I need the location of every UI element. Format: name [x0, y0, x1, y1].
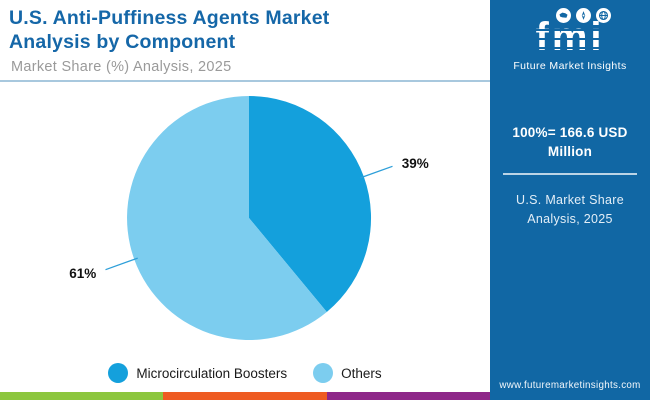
pie-chart-svg: 39% 61% [69, 96, 429, 340]
fmi-logo: fmi Future Market Insights [490, 0, 650, 72]
logo-stripe [533, 37, 607, 40]
pie-value-label-0: 39% [402, 156, 429, 171]
header-divider [0, 80, 490, 82]
globe-icon [595, 8, 611, 23]
compass-icon [575, 8, 591, 23]
legend-swatch-icon [108, 363, 129, 383]
legend-item-1: Others [313, 363, 382, 383]
analysis-note: U.S. Market Share Analysis, 2025 [516, 192, 624, 227]
pie-chart: 39% 61% [0, 85, 490, 355]
legend-label: Microcirculation Boosters [136, 365, 288, 381]
market-total-stat: 100%= 166.6 USD Million [512, 125, 628, 159]
fmi-logo-wordmark: fmi [533, 15, 607, 59]
brand-sidebar: fmi Future Market Insights 100%= 166.6 U… [490, 0, 650, 400]
page-title: U.S. Anti-Puffiness Agents Market Analys… [9, 7, 490, 55]
footer-bar-segment [326, 392, 490, 400]
sidebar-stats: 100%= 166.6 USD Million U.S. Market Shar… [490, 124, 650, 230]
website-link[interactable]: www.futuremarketinsights.com [499, 380, 641, 391]
map-icon [555, 8, 571, 23]
page-title-line2: Analysis by Component [9, 30, 236, 53]
chart-legend: Microcirculation Boosters Others [0, 358, 490, 388]
chart-panel: U.S. Anti-Puffiness Agents Market Analys… [0, 0, 490, 400]
logo-stripe [533, 29, 607, 31]
leader-line-1 [105, 257, 138, 271]
pie-value-label-1: 61% [69, 266, 96, 281]
pie-slice-0 [249, 96, 372, 312]
footer-bar-segment [163, 392, 327, 400]
stat-divider [503, 172, 637, 175]
logo-tagline: Future Market Insights [513, 60, 627, 72]
legend-item-0: Microcirculation Boosters [108, 363, 287, 383]
logo-stripe [533, 46, 607, 49]
legend-label: Others [341, 365, 382, 381]
page-title-line1: U.S. Anti-Puffiness Agents Market [9, 7, 330, 29]
page-subtitle: Market Share (%) Analysis, 2025 [11, 58, 232, 75]
chart-header: U.S. Anti-Puffiness Agents Market Analys… [0, 0, 490, 75]
footer-color-bar [0, 392, 490, 400]
footer-bar-segment [0, 392, 164, 400]
logo-icons-row [516, 8, 650, 23]
legend-swatch-icon [313, 363, 334, 383]
leader-line-0 [360, 165, 393, 179]
pie-slice-1 [127, 96, 327, 340]
